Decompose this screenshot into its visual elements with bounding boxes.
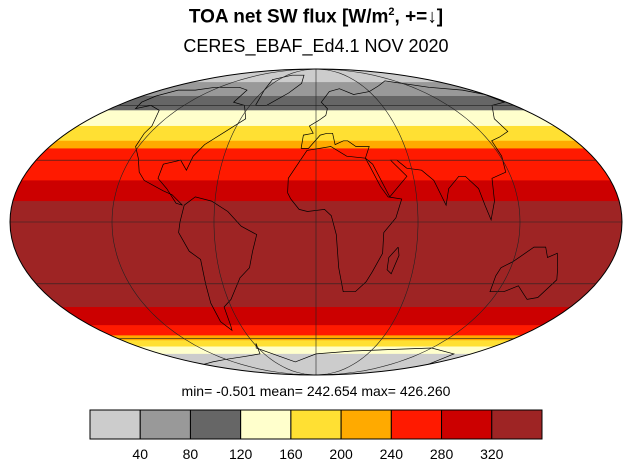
colorbar-box-8 [491,409,543,440]
antarctica-outline [203,343,456,365]
colorbar-box-7 [441,409,493,440]
colorbar-box-5 [340,409,392,440]
south-america-outline [178,196,258,332]
colorbar-box-6 [390,409,443,440]
min-value: -0.501 [216,383,256,399]
madagascar-outline [386,246,400,275]
colorbar-tick-label: 160 [279,446,303,462]
colorbar-box-3 [240,409,292,440]
north-america-outline [134,86,248,206]
colorbar-tick-label: 240 [380,446,404,462]
map-title: TOA net SW flux [W/m2, +=↓] [188,6,444,28]
min-label: min= [181,383,213,399]
colorbar-tick-label: 80 [183,446,199,462]
colorbar-box-0 [89,409,141,440]
europe-asia-outline [300,80,509,222]
colorbar-box-1 [139,409,191,440]
colorbar-tick-label: 200 [329,446,353,462]
map-subtitle: CERES_EBAF_Ed4.1 NOV 2020 [183,36,449,56]
max-label: max= [361,383,396,399]
australia-outline [489,246,559,300]
colorbar-tick-label: 320 [480,446,504,462]
stats-line: min= -0.501 mean= 242.654 max= 426.260 [0,383,632,399]
colorbar-box-4 [290,409,342,440]
colorbar-tick-label: 280 [430,446,454,462]
globe-outline [9,68,623,376]
continent-outlines [134,74,559,365]
colorbar-tick-label: 40 [132,446,148,462]
greenland-outline [255,74,305,106]
mean-label: mean= [259,383,303,399]
colorbar-tick-label: 120 [229,446,253,462]
max-value: 426.260 [399,383,451,399]
graticule [10,69,622,375]
mean-value: 242.654 [306,383,358,399]
colorbar-box-2 [189,409,242,440]
africa-outline [287,146,403,293]
